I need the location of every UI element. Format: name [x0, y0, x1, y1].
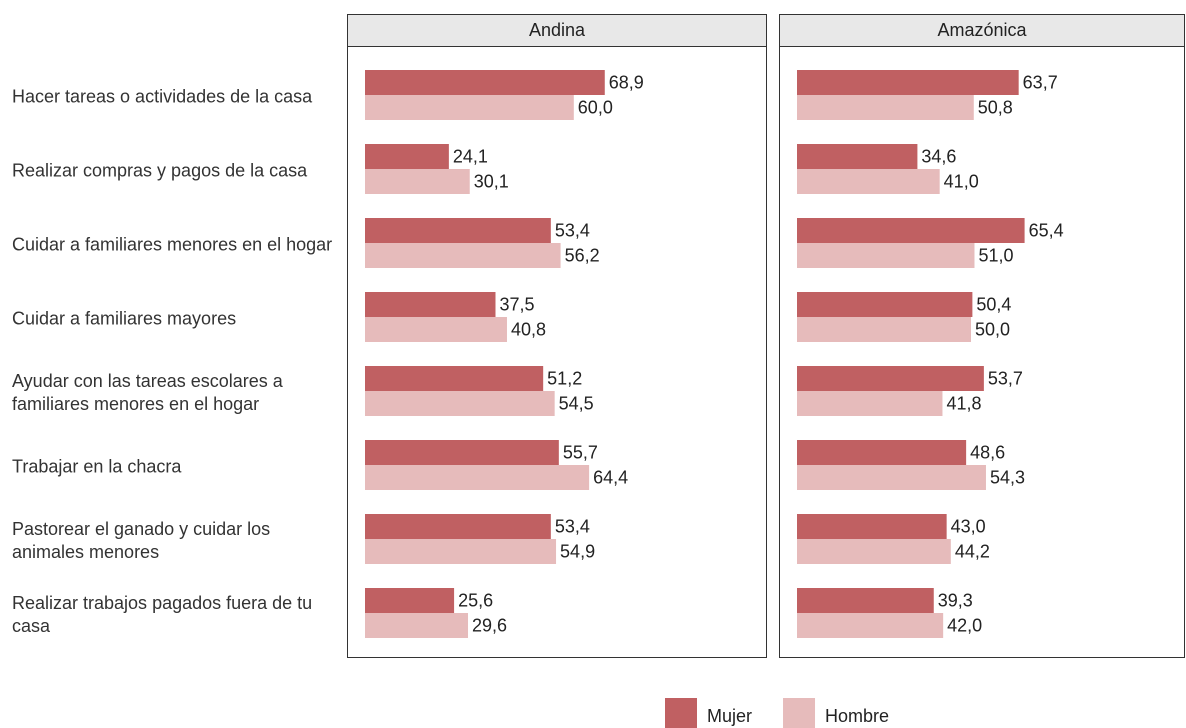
value-label: 54,9 [560, 541, 595, 561]
bar [365, 243, 561, 268]
bar [797, 169, 940, 194]
value-label: 50,8 [978, 97, 1013, 117]
bar [365, 465, 590, 490]
value-label: 30,1 [474, 171, 509, 191]
category-label: Cuidar a familiares menores en el hogar [12, 234, 333, 255]
bar [797, 539, 951, 564]
category-label: Ayudar con las tareas escolares a famili… [12, 371, 283, 414]
bar [797, 465, 986, 490]
bar [797, 613, 944, 638]
value-label: 65,4 [1029, 220, 1064, 240]
category-label: Realizar trabajos pagados fuera de tu ca… [12, 593, 313, 636]
value-label: 39,3 [938, 590, 973, 610]
value-label: 29,6 [472, 615, 507, 635]
value-label: 53,4 [555, 516, 590, 536]
bar [365, 613, 469, 638]
bar [365, 95, 574, 120]
bar [365, 292, 496, 317]
value-label: 54,3 [990, 467, 1025, 487]
bar [797, 292, 973, 317]
value-label: 53,4 [555, 220, 590, 240]
value-label: 56,2 [565, 245, 600, 265]
legend-swatch [665, 698, 697, 728]
bar [797, 70, 1019, 95]
bar [365, 70, 605, 95]
bar [797, 243, 975, 268]
value-label: 51,0 [978, 245, 1013, 265]
bar [797, 218, 1025, 243]
bar [797, 95, 974, 120]
bar [797, 317, 971, 342]
bar [365, 588, 455, 613]
value-label: 43,0 [951, 516, 986, 536]
panel-header [347, 14, 767, 47]
value-label: 50,4 [976, 294, 1011, 314]
bar [797, 588, 934, 613]
bar [365, 144, 449, 169]
value-label: 55,7 [563, 442, 598, 462]
bar [797, 440, 967, 465]
bar [797, 366, 984, 391]
bar [365, 317, 507, 342]
legend-label: Hombre [825, 706, 889, 726]
value-label: 24,1 [453, 146, 488, 166]
value-label: 54,5 [559, 393, 594, 413]
panel-title: Andina [529, 20, 586, 40]
value-label: 63,7 [1023, 72, 1058, 92]
panel-title: Amazónica [937, 20, 1027, 40]
bar [797, 391, 943, 416]
bar [365, 391, 555, 416]
category-label: Realizar compras y pagos de la casa [12, 160, 308, 181]
bar [365, 514, 551, 539]
panel-frame [347, 46, 767, 658]
value-label: 42,0 [947, 615, 982, 635]
category-label: Cuidar a familiares mayores [12, 308, 237, 329]
bar [365, 440, 559, 465]
value-label: 68,9 [609, 72, 644, 92]
category-label: Hacer tareas o actividades de la casa [12, 86, 313, 107]
legend-swatch [783, 698, 816, 728]
value-label: 51,2 [547, 368, 582, 388]
bar [365, 218, 551, 243]
legend-label: Mujer [707, 706, 752, 726]
value-label: 44,2 [955, 541, 990, 561]
value-label: 25,6 [458, 590, 493, 610]
value-label: 41,0 [944, 171, 979, 191]
value-label: 50,0 [975, 319, 1010, 339]
value-label: 40,8 [511, 319, 546, 339]
value-label: 48,6 [970, 442, 1005, 462]
value-label: 41,8 [946, 393, 981, 413]
value-label: 60,0 [578, 97, 613, 117]
value-label: 34,6 [921, 146, 956, 166]
bar [365, 366, 544, 391]
panel-header [779, 14, 1185, 47]
panel-frame [779, 46, 1185, 658]
category-label: Pastorear el ganado y cuidar los animale… [12, 519, 271, 562]
bar [365, 539, 557, 564]
bar [365, 169, 470, 194]
bar [797, 144, 918, 169]
category-label: Trabajar en la chacra [12, 456, 182, 477]
value-label: 64,4 [593, 467, 628, 487]
value-label: 37,5 [500, 294, 535, 314]
bar [797, 514, 947, 539]
value-label: 53,7 [988, 368, 1023, 388]
